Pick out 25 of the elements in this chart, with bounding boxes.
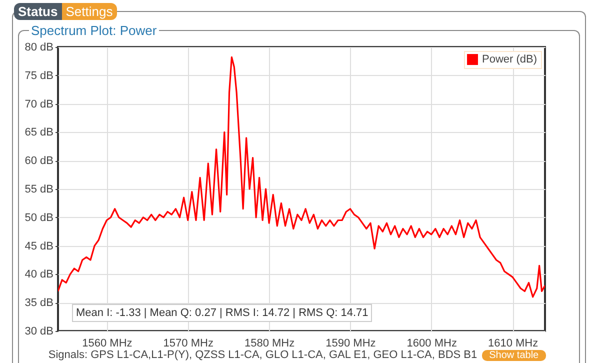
y-tick-label: 60 dB [24,155,54,168]
x-tick-label: 1610 MHz [488,338,538,350]
x-tick-label: 1580 MHz [244,338,295,350]
x-tick-label: 1590 MHz [326,338,376,350]
tab: Status [14,3,62,20]
button: Show table [482,350,546,360]
y-tick-label: 80 dB [24,42,54,54]
y-tick-label: 75 dB [24,70,54,82]
x-tick-label: 1560 MHz [82,338,132,350]
y-tick-label: 50 dB [24,212,54,224]
text: Signals: GPS L1-CA,L1-P(Y), QZSS L1-CA, GLO L1-CA, GAL E1, GEO L1-CA, BDS B1 [48,349,478,361]
y-tick-label: 40 dB [24,268,54,281]
x-tick-label: 1600 MHz [406,338,457,350]
line-series [58,56,545,298]
y-tick-label: 45 dB [24,240,54,252]
y-tick-label: 65 dB [24,126,54,139]
x-tick-label: 1570 MHz [163,338,214,350]
y-tick-label: 35 dB [24,297,54,310]
y-tick-label: 55 dB [24,184,54,196]
annotation: Mean I: -1.33 | Mean Q: 0.27 | RMS I: 14.72 | RMS Q: 14.71 [72,304,372,322]
legend-label: Power (dB) [482,54,538,66]
y-tick-label: 30 dB [24,326,54,338]
y-tick-label: 70 dB [24,98,54,110]
chart-title: Spectrum Plot: Power [29,23,159,38]
tab: Settings [62,3,117,20]
